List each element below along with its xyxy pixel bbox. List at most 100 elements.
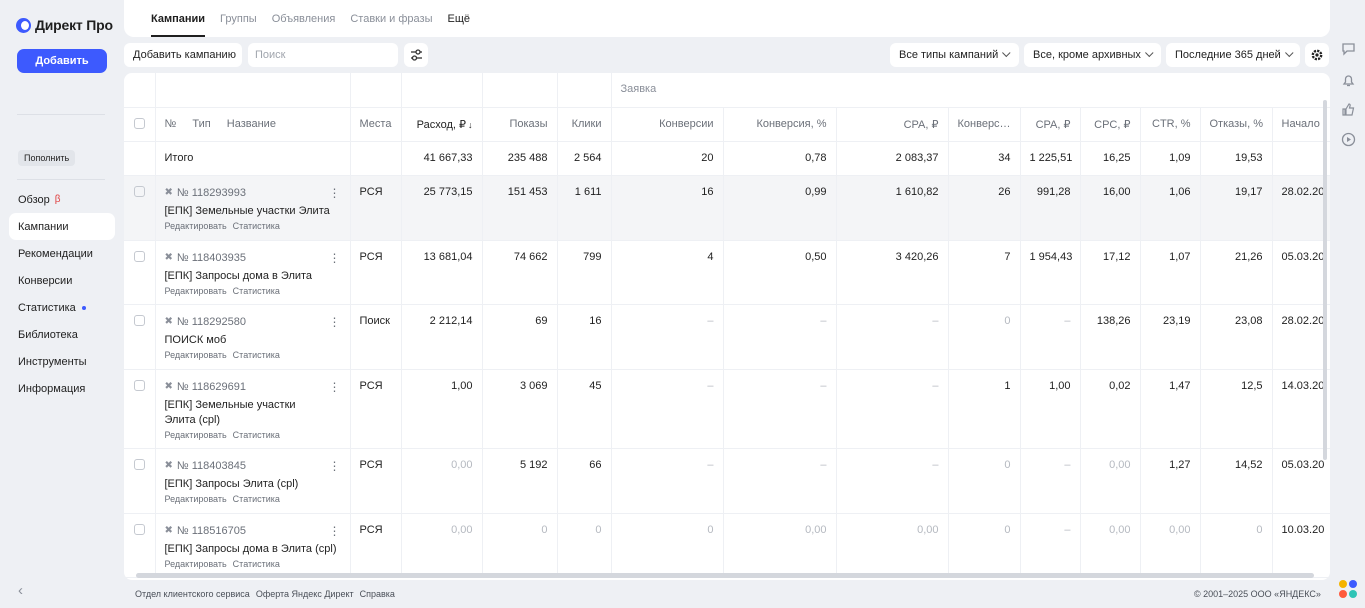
- sidebar-item-campaigns[interactable]: Кампании: [9, 213, 115, 240]
- column-header-goal-cpa[interactable]: CPA, ₽: [1020, 107, 1081, 142]
- bell-icon[interactable]: [1340, 72, 1356, 88]
- tab-bids-phrases[interactable]: Ставки и фразы: [350, 12, 433, 25]
- column-header-ctr[interactable]: CTR, %: [1140, 107, 1201, 142]
- cell-bounce: 19,17: [1200, 175, 1273, 241]
- edit-link[interactable]: Редактировать: [164, 493, 227, 504]
- sidebar-item-label: Инструменты: [18, 355, 87, 368]
- column-header-cpa[interactable]: CPA, ₽: [836, 107, 949, 142]
- play-icon[interactable]: [1340, 131, 1356, 147]
- tab-ads[interactable]: Объявления: [271, 12, 336, 25]
- column-header-clicks[interactable]: Клики: [557, 107, 612, 142]
- edit-link[interactable]: Редактировать: [164, 220, 227, 231]
- column-header-num[interactable]: №: [164, 117, 177, 130]
- tab-groups[interactable]: Группы: [220, 12, 257, 25]
- sidebar-item-conversions[interactable]: Конверсии: [9, 267, 115, 294]
- column-header-conversions[interactable]: Конверсии: [611, 107, 724, 142]
- tab-campaigns[interactable]: Кампании: [151, 0, 206, 37]
- row-checkbox[interactable]: [133, 379, 145, 391]
- collapse-sidebar-icon[interactable]: ‹: [18, 582, 23, 599]
- campaign-type-select[interactable]: Все типы кампаний: [890, 43, 1019, 67]
- sidebar-item-library[interactable]: Библиотека: [9, 321, 115, 348]
- row-checkbox[interactable]: [133, 185, 145, 197]
- archive-filter-select[interactable]: Все, кроме архивных: [1024, 43, 1161, 67]
- row-checkbox[interactable]: [133, 250, 145, 262]
- table-row[interactable]: ✖ № 118403845 ⋮ [ЕПК] Запросы Элита (cpl) …: [124, 448, 1330, 514]
- table-row[interactable]: ✖ № 118293993 ⋮ [ЕПК] Земельные участки Эл…: [124, 175, 1330, 241]
- settings-button[interactable]: [1305, 43, 1329, 67]
- column-header-start[interactable]: Начало: [1272, 107, 1330, 142]
- horizontal-scrollbar[interactable]: [136, 573, 1314, 578]
- sidebar-item-info[interactable]: Информация: [9, 375, 115, 402]
- sidebar-item-overview[interactable]: Обзор β: [9, 186, 115, 213]
- more-vert-icon[interactable]: ⋮: [328, 458, 341, 473]
- stats-link[interactable]: Статистика: [232, 349, 280, 360]
- cell-conversions: –: [611, 369, 724, 449]
- filter-settings-button[interactable]: [404, 43, 428, 67]
- more-vert-icon[interactable]: ⋮: [328, 185, 341, 200]
- cell-clicks: 66: [557, 448, 612, 514]
- search-input[interactable]: [248, 43, 398, 67]
- footer-link-support[interactable]: Отдел клиентского сервиса: [135, 589, 250, 599]
- stats-link[interactable]: Статистика: [232, 493, 280, 504]
- table-row[interactable]: ✖ № 118292580 ⋮ ПОИСК моб Редактировать Ста…: [124, 304, 1330, 370]
- table-row[interactable]: ✖ № 118516705 ⋮ [ЕПК] Запросы дома в Элита…: [124, 513, 1330, 578]
- sidebar-divider: [17, 179, 105, 180]
- more-vert-icon[interactable]: ⋮: [328, 379, 341, 394]
- campaign-name-link[interactable]: ПОИСК моб: [164, 333, 227, 346]
- column-header-type[interactable]: Тип: [192, 117, 211, 130]
- column-header-places[interactable]: Места: [350, 107, 402, 142]
- sidebar-item-tools[interactable]: Инструменты: [9, 348, 115, 375]
- more-vert-icon[interactable]: ⋮: [328, 314, 341, 329]
- campaign-name-link[interactable]: [ЕПК] Земельные участки Элита (cpl): [164, 398, 296, 426]
- column-header-conv-rate[interactable]: Конверсия, %: [723, 107, 837, 142]
- stats-link[interactable]: Статистика: [232, 220, 280, 231]
- select-all-checkbox[interactable]: [133, 117, 145, 129]
- campaign-name-link[interactable]: [ЕПК] Запросы дома в Элита (cpl): [164, 542, 337, 555]
- total-goal-conversions: 34: [948, 141, 1021, 176]
- cell-clicks: 1 611: [557, 175, 612, 241]
- campaign-name-link[interactable]: [ЕПК] Запросы дома в Элита: [164, 269, 313, 282]
- logo[interactable]: Директ Про: [16, 17, 113, 33]
- sidebar-item-recommendations[interactable]: Рекомендации: [9, 240, 115, 267]
- total-cpc: 16,25: [1080, 141, 1141, 176]
- period-select[interactable]: Последние 365 дней: [1166, 43, 1300, 67]
- column-header-spend[interactable]: Расход, ₽ ↓: [401, 107, 483, 142]
- more-vert-icon[interactable]: ⋮: [328, 523, 341, 538]
- table-row[interactable]: ✖ № 118629691 ⋮ [ЕПК] Земельные участки Эл…: [124, 369, 1330, 449]
- thumbs-up-icon[interactable]: [1340, 101, 1356, 117]
- cell-bounce: 14,52: [1200, 448, 1273, 514]
- row-checkbox[interactable]: [133, 523, 145, 535]
- sidebar-item-statistics[interactable]: Статистика: [9, 294, 115, 321]
- campaign-name-link[interactable]: [ЕПК] Земельные участки Элита: [164, 204, 330, 217]
- vertical-scrollbar[interactable]: [1323, 100, 1327, 460]
- edit-link[interactable]: Редактировать: [164, 285, 227, 296]
- column-header-bounce[interactable]: Отказы, %: [1200, 107, 1273, 142]
- edit-link[interactable]: Редактировать: [164, 349, 227, 360]
- footer-link-help[interactable]: Справка: [359, 589, 395, 599]
- stats-link[interactable]: Статистика: [232, 429, 280, 440]
- cell-conversions: –: [611, 448, 724, 514]
- column-header-goal-conversions[interactable]: Конверс…: [948, 107, 1021, 142]
- chat-icon[interactable]: [1340, 40, 1356, 56]
- edit-link[interactable]: Редактировать: [164, 429, 227, 440]
- table-row[interactable]: ✖ № 118403935 ⋮ [ЕПК] Запросы дома в Элита…: [124, 240, 1330, 305]
- row-checkbox[interactable]: [133, 314, 145, 326]
- more-vert-icon[interactable]: ⋮: [328, 250, 341, 265]
- stats-link[interactable]: Статистика: [232, 558, 280, 569]
- services-icon[interactable]: [1339, 580, 1357, 598]
- campaign-name-link[interactable]: [ЕПК] Запросы Элита (cpl): [164, 477, 299, 490]
- edit-link[interactable]: Редактировать: [164, 558, 227, 569]
- topup-button[interactable]: Пополнить: [18, 150, 76, 166]
- add-button[interactable]: Добавить: [17, 49, 107, 73]
- column-header-impressions[interactable]: Показы: [482, 107, 558, 142]
- column-header-cpc[interactable]: CPC, ₽: [1080, 107, 1141, 142]
- cell-ctr: 23,19: [1140, 304, 1201, 370]
- row-checkbox[interactable]: [133, 458, 145, 470]
- cell-cpa: –: [836, 448, 949, 514]
- tab-more[interactable]: Ещё: [447, 12, 471, 25]
- add-campaign-button[interactable]: Добавить кампанию: [124, 43, 242, 67]
- stats-link[interactable]: Статистика: [232, 285, 280, 296]
- chevron-down-icon: [1144, 48, 1154, 58]
- footer-link-offer[interactable]: Оферта Яндекс Директ: [255, 589, 354, 599]
- column-header-name[interactable]: Название: [226, 117, 276, 130]
